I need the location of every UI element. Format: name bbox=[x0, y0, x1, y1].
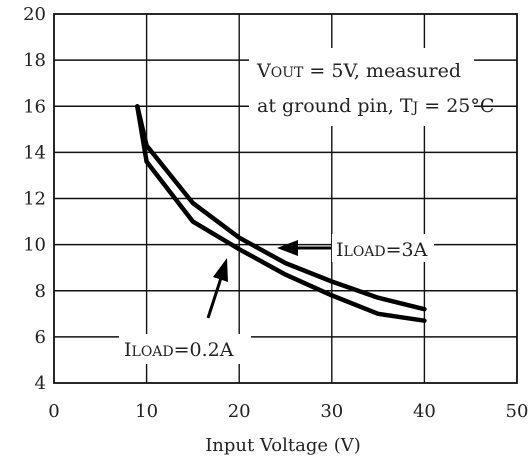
tj-subscript: J bbox=[411, 100, 419, 116]
x-axis-title: Input Voltage (V) bbox=[205, 435, 361, 456]
y-tick-labels: 4 6 8 10 12 14 16 18 20 bbox=[23, 4, 46, 394]
vout-v: V bbox=[256, 60, 271, 82]
y-tick-label: 8 bbox=[35, 281, 46, 302]
y-tick-label: 4 bbox=[35, 373, 46, 394]
arrow-02a-shaft bbox=[206, 277, 223, 319]
y-tick-label: 20 bbox=[23, 4, 46, 25]
x-tick-labels: 0 10 20 30 40 50 bbox=[48, 401, 528, 422]
y-tick-label: 10 bbox=[23, 235, 46, 256]
y-tick-label: 12 bbox=[23, 189, 46, 210]
label-02a-i: I bbox=[124, 339, 132, 361]
label-02a-rest: =0.2A bbox=[174, 339, 234, 361]
label-3a-subscript: LOAD bbox=[344, 244, 386, 260]
annotation-line-1: VOUT = 5V, measured bbox=[256, 60, 461, 82]
label-02a-subscript: LOAD bbox=[132, 344, 174, 360]
x-tick-label: 20 bbox=[228, 401, 251, 422]
plot-frame bbox=[53, 13, 518, 384]
annotation-line-2: at ground pin, TJ = 25°C bbox=[257, 95, 494, 117]
vout-subscript: OUT bbox=[271, 65, 304, 81]
x-tick-label: 30 bbox=[320, 401, 343, 422]
label-3a-background bbox=[332, 234, 434, 262]
annotation-background bbox=[249, 48, 474, 126]
arrow-02a-head bbox=[213, 258, 228, 282]
arrow-3a-head bbox=[277, 240, 298, 256]
series-label-3a: ILOAD=3A bbox=[336, 239, 428, 261]
vout-rest: = 5V, measured bbox=[303, 60, 461, 82]
x-tick-label: 40 bbox=[413, 401, 436, 422]
tj-prefix: at ground pin, T bbox=[257, 95, 413, 117]
x-tick-label: 50 bbox=[506, 401, 529, 422]
x-tick-label: 10 bbox=[135, 401, 158, 422]
tj-rest: = 25°C bbox=[418, 95, 494, 117]
series-label-02a: ILOAD=0.2A bbox=[124, 339, 234, 361]
label-02a-background bbox=[119, 334, 251, 364]
series-line-iload-3a bbox=[135, 104, 427, 312]
label-3a-rest: =3A bbox=[386, 239, 428, 261]
label-3a-i: I bbox=[336, 239, 344, 261]
series-lines bbox=[135, 104, 427, 323]
series-line-iload-0-2a bbox=[135, 104, 427, 323]
y-tick-label: 18 bbox=[23, 50, 46, 71]
y-tick-label: 16 bbox=[23, 96, 46, 117]
y-tick-label: 6 bbox=[35, 327, 46, 348]
y-tick-label: 14 bbox=[23, 142, 46, 163]
x-tick-label: 0 bbox=[48, 401, 59, 422]
